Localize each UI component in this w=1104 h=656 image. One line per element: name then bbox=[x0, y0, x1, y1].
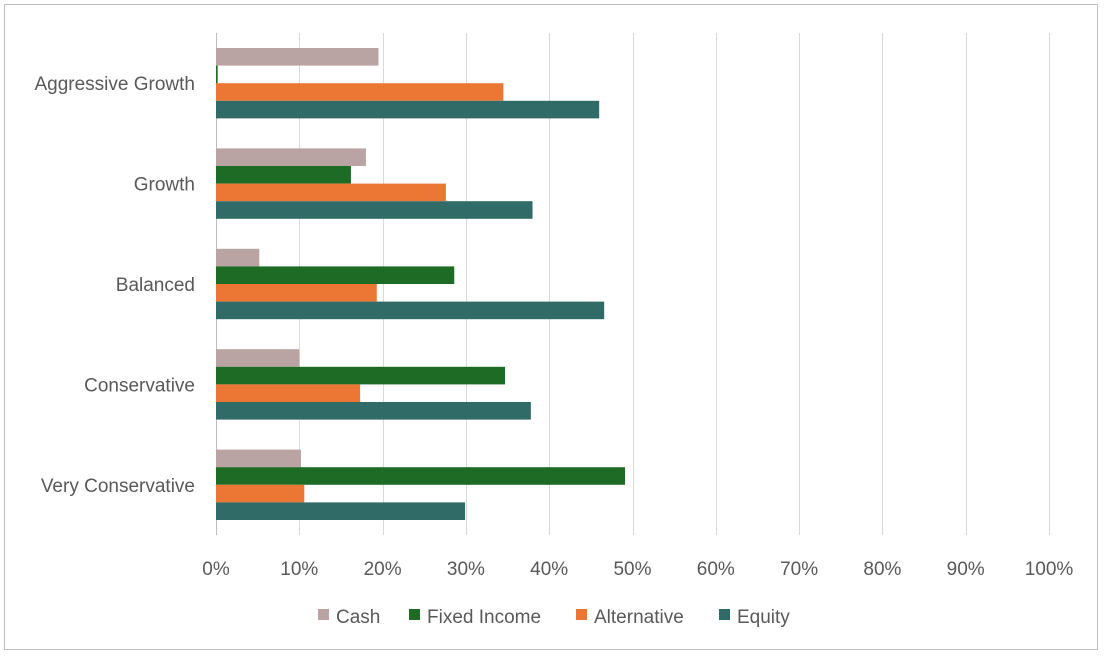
x-tick-label: 0% bbox=[202, 559, 230, 580]
x-tick-label: 20% bbox=[364, 559, 402, 580]
legend-label: Equity bbox=[737, 607, 790, 628]
bar-alternative bbox=[216, 183, 446, 202]
legend-label: Cash bbox=[336, 607, 380, 628]
bar-chart: Aggressive Growth Growth Balanced Conservat… bbox=[34, 33, 1073, 628]
bar-alternative bbox=[216, 484, 305, 503]
x-tick-label: 10% bbox=[280, 559, 318, 580]
legend-swatch-alternative bbox=[576, 609, 587, 620]
bar-alternative bbox=[216, 83, 504, 101]
x-tick-label: 30% bbox=[447, 559, 485, 580]
category-labels: Aggressive Growth Growth Balanced Conservat… bbox=[34, 74, 195, 497]
category-label: Balanced bbox=[116, 275, 195, 296]
bar-cash bbox=[216, 248, 260, 267]
x-tick-label: 100% bbox=[1025, 559, 1074, 580]
bar-equity bbox=[216, 201, 533, 219]
chart-frame: Aggressive Growth Growth Balanced Conservat… bbox=[4, 4, 1098, 650]
x-tick-label: 60% bbox=[697, 559, 735, 580]
category-label: Aggressive Growth bbox=[34, 74, 195, 95]
bar-cash bbox=[216, 148, 366, 166]
legend-swatch-fixed-income bbox=[409, 609, 420, 620]
bar-cash bbox=[216, 449, 301, 468]
legend-label: Fixed Income bbox=[427, 607, 541, 628]
x-tick-label: 40% bbox=[530, 559, 568, 580]
category-label: Very Conservative bbox=[41, 476, 195, 497]
bar-equity bbox=[216, 502, 466, 520]
legend-label: Alternative bbox=[594, 607, 684, 628]
bar-cash bbox=[216, 349, 300, 367]
x-tick-label: 80% bbox=[863, 559, 901, 580]
bars bbox=[216, 48, 626, 520]
bar-equity bbox=[216, 301, 605, 320]
bar-alternative bbox=[216, 284, 377, 302]
category-label: Growth bbox=[134, 175, 195, 196]
bar-cash bbox=[216, 48, 379, 66]
bar-fixed-income bbox=[216, 467, 626, 485]
x-tick-label: 90% bbox=[947, 559, 985, 580]
x-axis-tick-labels: 0% 10% 20% 30% 40% 50% 60% 70% 80% 90% 100% bbox=[202, 559, 1073, 580]
bar-fixed-income bbox=[216, 266, 455, 284]
bar-fixed-income bbox=[216, 366, 506, 385]
legend: Cash Fixed Income Alternative Equity bbox=[318, 607, 790, 628]
x-tick-label: 50% bbox=[613, 559, 651, 580]
category-label: Conservative bbox=[84, 375, 195, 396]
legend-swatch-equity bbox=[719, 609, 730, 620]
bar-fixed-income bbox=[216, 166, 351, 184]
bar-equity bbox=[216, 402, 531, 420]
bar-alternative bbox=[216, 384, 361, 402]
bar-fixed-income bbox=[216, 65, 218, 84]
x-tick-label: 70% bbox=[780, 559, 818, 580]
legend-swatch-cash bbox=[318, 609, 329, 620]
bar-equity bbox=[216, 100, 600, 119]
